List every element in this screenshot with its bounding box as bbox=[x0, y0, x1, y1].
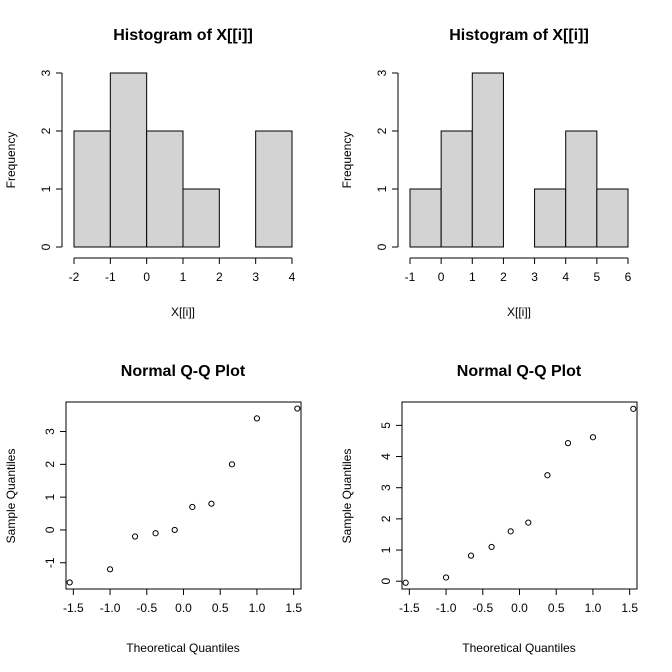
y-axis-label: Sample Quantiles bbox=[4, 449, 18, 544]
x-tick-label: -0.5 bbox=[136, 601, 157, 615]
y-tick-label: 5 bbox=[379, 422, 393, 429]
x-axis-label: Theoretical Quantiles bbox=[462, 641, 575, 655]
x-tick-label: 6 bbox=[625, 270, 632, 284]
plot-title: Normal Q-Q Plot bbox=[121, 363, 246, 380]
qq-point bbox=[106, 566, 114, 573]
x-tick-label: 1.0 bbox=[585, 601, 602, 615]
y-tick-label: 3 bbox=[375, 69, 389, 76]
qq-point bbox=[66, 579, 73, 586]
y-tick-label: 1 bbox=[375, 185, 389, 192]
plot-frame bbox=[401, 401, 638, 590]
y-tick-label: 2 bbox=[375, 127, 389, 134]
qq-point bbox=[544, 472, 551, 479]
panel-histogram-1: Histogram of X[[i]] X[[i]] Frequency -2 -… bbox=[4, 27, 296, 319]
y-tick-label: 2 bbox=[39, 127, 53, 134]
histogram-bar bbox=[182, 188, 220, 248]
x-tick-label: 0.5 bbox=[548, 601, 565, 615]
histogram-bar bbox=[440, 130, 473, 248]
histogram-bar bbox=[534, 188, 567, 248]
x-tick-label: 2 bbox=[216, 270, 223, 284]
x-tick-label: 3 bbox=[252, 270, 259, 284]
histogram-bar bbox=[109, 72, 148, 248]
qq-point bbox=[171, 526, 178, 534]
x-tick-label: -1.5 bbox=[399, 601, 420, 615]
y-tick-label: 0 bbox=[379, 578, 393, 585]
y-tick-label: 3 bbox=[39, 69, 53, 76]
y-tick-label: 0 bbox=[375, 243, 389, 250]
x-tick-label: 3 bbox=[531, 270, 538, 284]
x-tick-label: 0 bbox=[438, 270, 445, 284]
qq-point bbox=[294, 405, 301, 412]
panel-qq-2: Normal Q-Q Plot Theoretical Quantiles Sa… bbox=[340, 363, 638, 655]
qq-point bbox=[488, 543, 495, 551]
y-tick-label: -1 bbox=[43, 557, 57, 568]
qq-point bbox=[564, 440, 572, 447]
y-tick-label: 2 bbox=[43, 461, 57, 468]
x-tick-label: 0.0 bbox=[511, 601, 528, 615]
qq-point bbox=[253, 415, 261, 422]
x-axis-label: X[[i]] bbox=[171, 305, 195, 319]
x-tick-label: 1.0 bbox=[249, 601, 266, 615]
x-tick-label: -1.0 bbox=[436, 601, 457, 615]
histogram-bar bbox=[596, 188, 629, 248]
plot-frame bbox=[65, 401, 302, 590]
x-tick-label: -1 bbox=[405, 270, 416, 284]
y-tick-label: 0 bbox=[43, 526, 57, 533]
qq-point bbox=[630, 405, 637, 412]
x-tick-label: -2 bbox=[69, 270, 80, 284]
x-tick-label: -0.5 bbox=[472, 601, 493, 615]
y-tick-label: 3 bbox=[43, 428, 57, 435]
histogram-bar bbox=[73, 130, 111, 248]
x-tick-label: 1.5 bbox=[621, 601, 638, 615]
panel-histogram-2: Histogram of X[[i]] X[[i]] Frequency -1 0… bbox=[340, 27, 632, 319]
plot-title: Histogram of X[[i]] bbox=[449, 27, 589, 44]
qq-point bbox=[208, 500, 215, 507]
y-tick-label: 1 bbox=[39, 185, 53, 192]
y-axis-label: Frequency bbox=[4, 132, 18, 189]
histogram-bar bbox=[565, 130, 598, 248]
x-tick-label: 1 bbox=[469, 270, 476, 284]
plot-title: Histogram of X[[i]] bbox=[113, 27, 253, 44]
qq-point bbox=[131, 533, 139, 540]
qq-point bbox=[189, 503, 196, 511]
y-tick-label: 1 bbox=[43, 493, 57, 500]
qq-point bbox=[507, 528, 514, 535]
x-tick-label: -1.5 bbox=[63, 601, 84, 615]
histogram-bar bbox=[409, 188, 442, 248]
x-tick-label: -1 bbox=[105, 270, 116, 284]
x-tick-label: -1.0 bbox=[100, 601, 121, 615]
y-tick-label: 0 bbox=[39, 243, 53, 250]
qq-point bbox=[152, 530, 159, 537]
y-axis-label: Frequency bbox=[340, 132, 354, 189]
panel-qq-1: Normal Q-Q Plot Theoretical Quantiles Sa… bbox=[4, 363, 302, 655]
qq-point bbox=[525, 519, 532, 526]
plot-title: Normal Q-Q Plot bbox=[457, 363, 582, 380]
y-tick-label: 3 bbox=[379, 484, 393, 491]
x-tick-label: 0.5 bbox=[212, 601, 229, 615]
qq-point bbox=[467, 552, 475, 559]
y-axis-label: Sample Quantiles bbox=[340, 449, 354, 544]
histogram-bar bbox=[255, 130, 293, 248]
y-tick-label: 2 bbox=[379, 515, 393, 522]
qq-point bbox=[589, 434, 597, 441]
y-tick-label: 4 bbox=[379, 453, 393, 460]
x-tick-label: 2 bbox=[500, 270, 507, 284]
x-tick-label: 0.0 bbox=[175, 601, 192, 615]
y-tick-label: 1 bbox=[379, 546, 393, 553]
x-tick-label: 5 bbox=[594, 270, 601, 284]
x-axis-label: Theoretical Quantiles bbox=[126, 641, 239, 655]
x-tick-label: 1 bbox=[180, 270, 187, 284]
x-tick-label: 4 bbox=[562, 270, 569, 284]
histogram-bar bbox=[471, 72, 504, 248]
x-tick-label: 4 bbox=[289, 270, 296, 284]
x-axis-label: X[[i]] bbox=[507, 305, 531, 319]
qq-point bbox=[228, 461, 236, 468]
x-tick-label: 1.5 bbox=[285, 601, 302, 615]
histogram-bar bbox=[146, 130, 184, 248]
qq-point bbox=[442, 574, 450, 581]
qq-point bbox=[402, 579, 409, 586]
x-tick-label: 0 bbox=[143, 270, 150, 284]
